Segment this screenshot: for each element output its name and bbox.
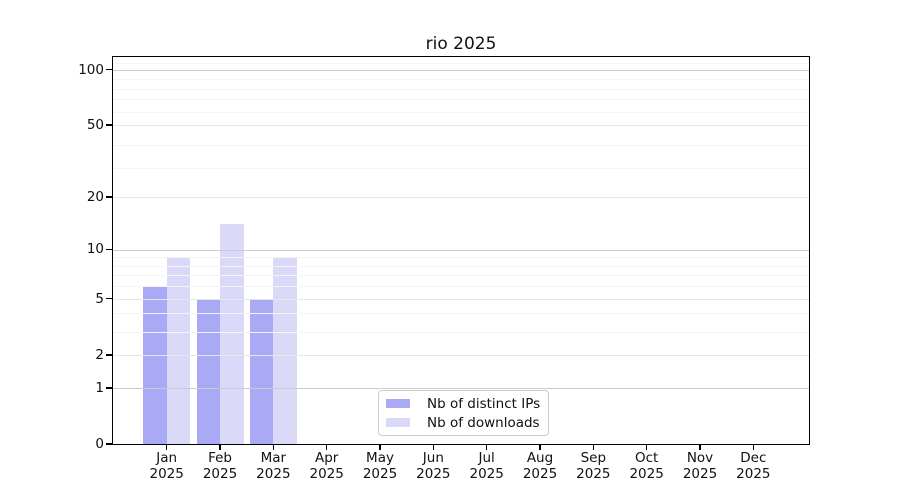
x-tick-label: Apr 2025 [309,450,344,482]
gridline-mid [113,197,809,198]
legend-swatch-distinct-ips [386,398,410,409]
x-tick-label: Jan 2025 [149,450,184,482]
gridline-mid [113,298,809,300]
bar-distinct-ips [143,286,167,444]
x-tick-mark [699,444,701,450]
y-tick-label: 5 [95,290,104,307]
y-tick-label: 1 [95,379,104,396]
y-tick-label: 0 [95,436,104,452]
y-tick-label: 2 [95,346,104,363]
x-tick-mark [645,444,648,450]
legend-row: Nb of distinct IPs [386,396,548,412]
x-tick-label: Jun 2025 [416,450,451,482]
gridline-major [113,387,809,389]
gridline-minor [113,286,809,288]
legend-label: Nb of downloads [427,414,540,431]
x-tick-label: Dec 2025 [736,450,771,482]
y-tick-label: 100 [78,61,104,78]
y-tick-mark [106,387,112,389]
bar-downloads [220,224,244,444]
y-tick-label: 10 [86,241,104,258]
x-tick-label: Nov 2025 [682,450,718,482]
y-tick-mark [106,443,112,445]
gridline-minor [113,275,809,277]
x-tick-label: Feb 2025 [202,450,238,482]
gridline-mid [113,354,809,356]
legend-label: Nb of distinct IPs [427,395,541,412]
bar-downloads [273,257,297,444]
x-tick-label: Jul 2025 [469,450,504,482]
gridline-minor [113,257,809,259]
legend-row: Nb of downloads [386,415,548,431]
gridline-minor [113,168,809,170]
chart-title: rio 2025 [425,34,497,54]
y-tick-label: 50 [86,117,104,134]
gridline-mid [113,125,809,126]
x-tick-label: Aug 2025 [522,450,558,482]
y-tick-mark [106,124,112,126]
bar-distinct-ips [249,298,274,444]
gridline-minor [113,99,809,101]
bar-distinct-ips [196,298,221,444]
x-tick-label: Sep 2025 [576,450,611,482]
x-tick-label: Mar 2025 [256,450,291,482]
x-tick-label: Oct 2025 [629,450,664,482]
plot-inner [113,57,809,444]
x-tick-mark [485,444,488,450]
x-tick-mark [379,444,381,450]
y-tick-mark [106,196,112,198]
gridline-minor [113,79,809,80]
y-tick-mark [106,68,112,71]
x-tick-mark [592,444,595,450]
x-tick-mark [325,444,328,450]
plot-area [112,56,810,445]
x-tick-mark [752,444,755,450]
bar-downloads [166,257,191,444]
x-tick-mark [219,444,221,450]
gridline-minor [113,62,809,64]
x-tick-label: May 2025 [362,450,398,482]
y-tick-mark [106,297,112,300]
gridline-minor [113,144,809,146]
legend-swatch-downloads [386,417,410,428]
legend: Nb of distinct IPs Nb of downloads [378,390,549,436]
x-tick-mark [165,444,168,450]
gridline-minor [113,111,809,113]
gridline-minor [113,331,809,333]
x-tick-mark [539,444,541,450]
gridline-minor [113,265,809,267]
x-tick-mark [272,444,275,450]
y-tick-mark [106,354,112,356]
gridline-minor [113,88,809,90]
gridline-major [113,249,809,251]
gridline-major [113,69,809,71]
y-tick-label: 20 [86,189,104,206]
x-tick-mark [432,444,435,450]
y-tick-mark [106,248,112,251]
gridline-minor [113,313,809,315]
